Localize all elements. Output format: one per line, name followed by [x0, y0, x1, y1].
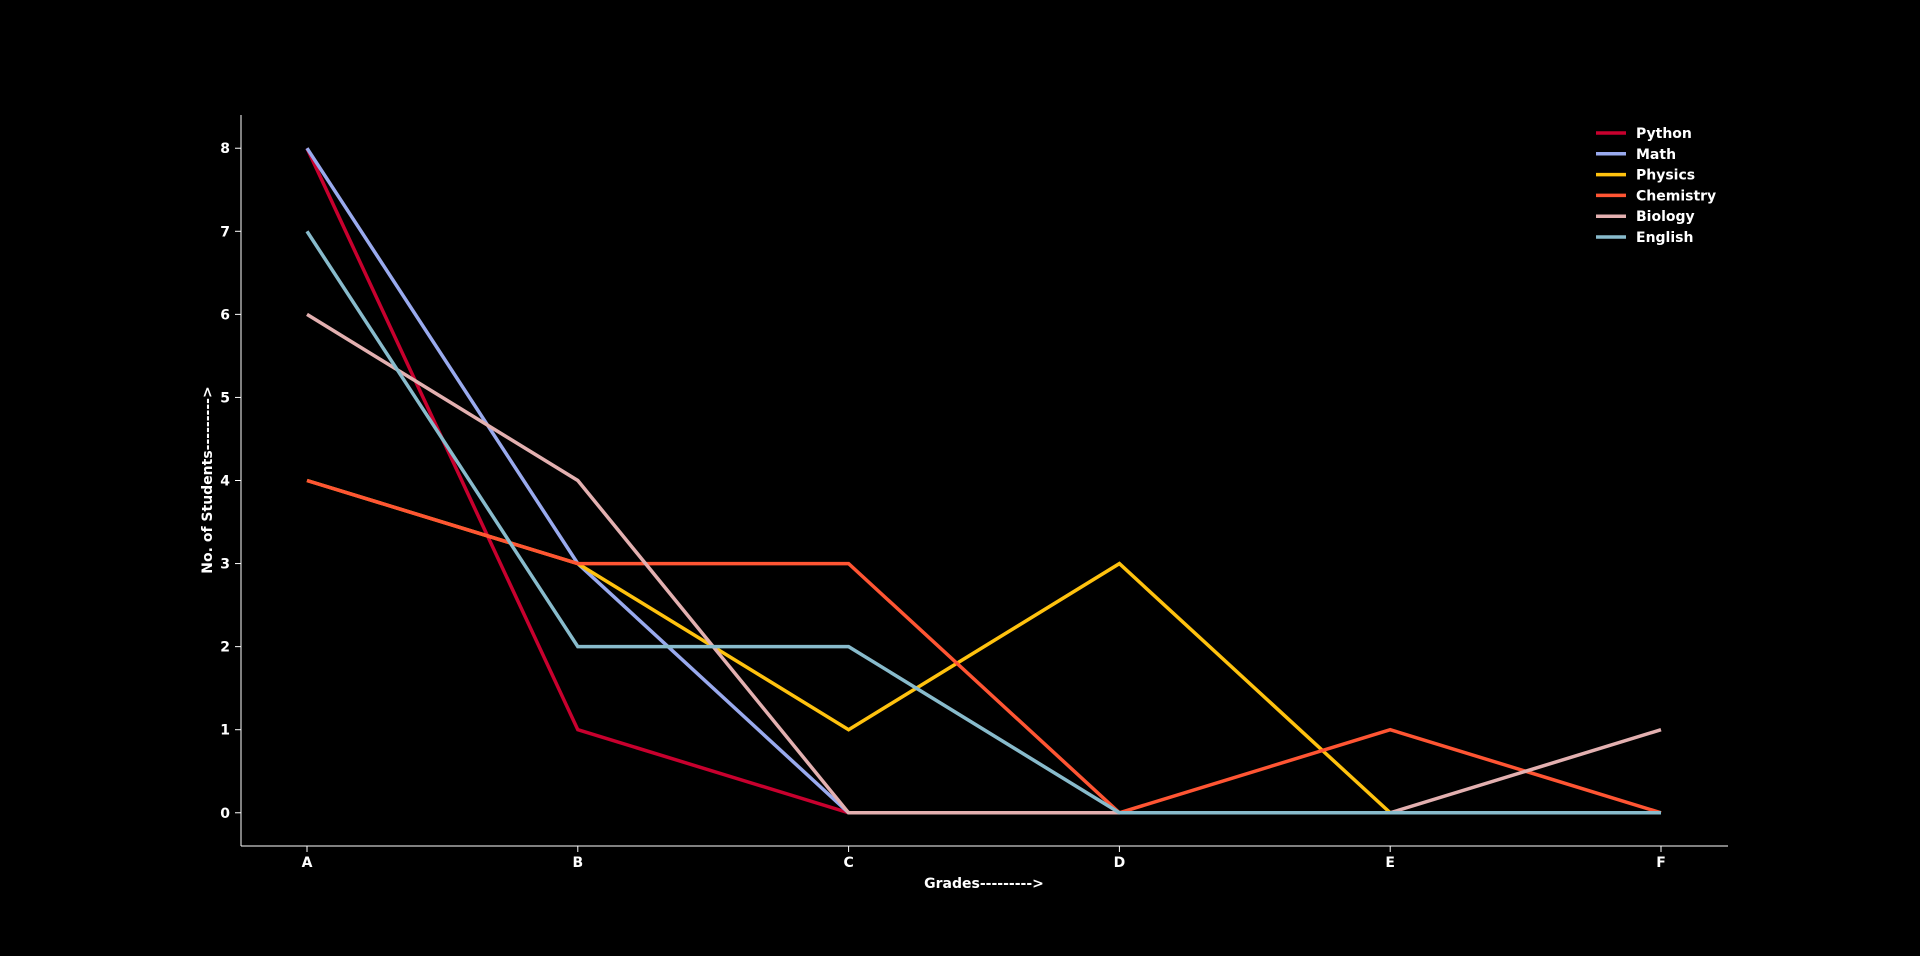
- y-tick-label: 8: [220, 141, 230, 157]
- y-axis-title: No. of Students--------->: [200, 386, 216, 573]
- legend-label: English: [1636, 230, 1693, 246]
- legend-item: Biology: [1596, 209, 1695, 225]
- legend-item: Math: [1596, 147, 1676, 163]
- series-line-python: [305, 147, 1661, 815]
- y-tick-label: 7: [220, 224, 230, 240]
- legend-item: English: [1596, 230, 1693, 246]
- series-line-chemistry: [306, 478, 1662, 815]
- x-tick-label: B: [572, 855, 583, 871]
- legend-label: Python: [1636, 126, 1692, 142]
- legend-label: Math: [1636, 147, 1676, 163]
- y-tick-label: 3: [220, 557, 230, 573]
- x-axis-title: Grades--------->: [924, 876, 1044, 892]
- x-tick-label: E: [1385, 855, 1395, 871]
- x-tick-label: C: [843, 855, 853, 871]
- series-line-english: [305, 230, 1661, 815]
- y-tick-label: 1: [220, 723, 230, 739]
- y-tick-label: 5: [220, 390, 230, 406]
- series-line-math: [305, 147, 1661, 815]
- legend: Python Math Physics Chemistry Biology English: [1596, 126, 1716, 246]
- series-line-physics: [306, 478, 1661, 815]
- y-tick-label: 2: [220, 640, 230, 656]
- axes: [240, 115, 1728, 847]
- x-tick-label: D: [1114, 855, 1126, 871]
- y-tick-label: 4: [220, 474, 230, 490]
- y-tick-label: 6: [220, 307, 230, 323]
- x-tick-label: F: [1656, 855, 1666, 871]
- x-tick-label: A: [302, 855, 313, 871]
- y-tick-label: 0: [220, 806, 230, 822]
- ticks: A B C D E F 0 1 2 3 4 5 6 7 8: [220, 141, 1666, 871]
- legend-item: Chemistry: [1596, 188, 1716, 204]
- legend-item: Physics: [1596, 168, 1695, 184]
- legend-label: Chemistry: [1636, 188, 1716, 204]
- legend-label: Biology: [1636, 209, 1695, 225]
- series-line-biology: [306, 312, 1662, 815]
- series-lines: [305, 147, 1662, 815]
- legend-item: Python: [1596, 126, 1692, 142]
- legend-label: Physics: [1636, 168, 1695, 184]
